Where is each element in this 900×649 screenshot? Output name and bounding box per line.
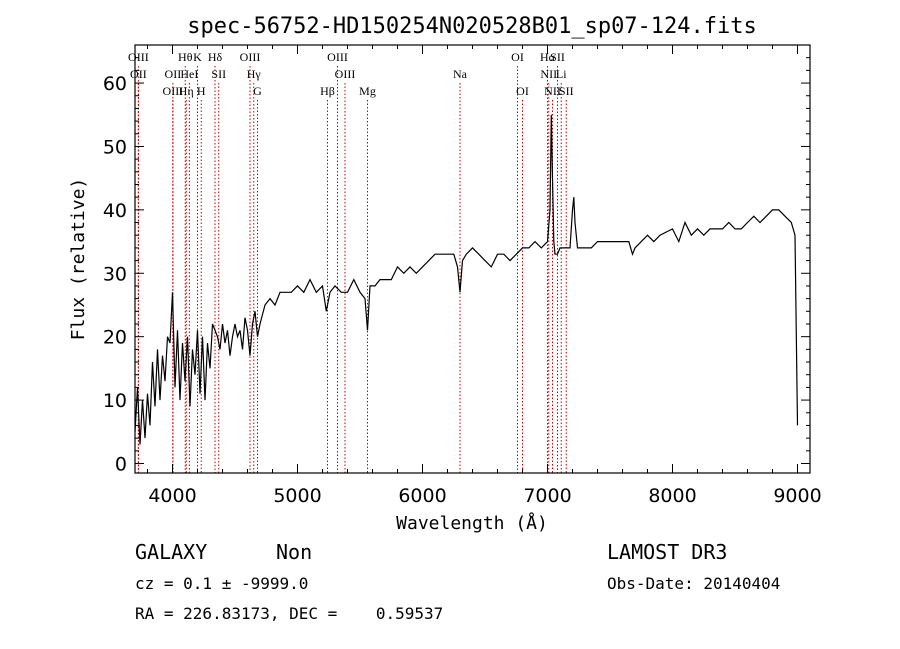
plot-frame	[134, 44, 811, 474]
y-tick-label: 30	[103, 263, 127, 285]
y-tick-label: 40	[103, 200, 127, 222]
line-marker-label: Na	[453, 67, 468, 81]
object-subclass: Non	[276, 540, 313, 564]
line-marker-label: SII	[550, 50, 565, 64]
line-marker-label: SII	[559, 84, 574, 98]
line-marker-label: Hβ	[320, 84, 335, 98]
line-marker-label: Hη	[179, 84, 194, 98]
flux-series-line	[134, 114, 799, 445]
line-marker-label: OI	[516, 84, 529, 98]
line-marker-label: SII	[211, 67, 226, 81]
line-marker-label: OI	[511, 50, 524, 64]
x-axis-label: Wavelength (Å)	[396, 512, 548, 534]
line-marker-label: OIII	[240, 50, 261, 64]
ra-dec: RA = 226.83173, DEC = 0.59537	[135, 604, 444, 623]
y-tick-label: 10	[103, 390, 127, 412]
line-marker-label: OII	[165, 67, 182, 81]
redshift-cz: cz = 0.1 ± -9999.0	[135, 574, 309, 593]
line-marker-label: HeI	[180, 67, 198, 81]
line-marker-label: K	[193, 50, 202, 64]
line-marker-label: G	[253, 84, 262, 98]
y-tick-label: 20	[103, 327, 127, 349]
x-tick-label: 7000	[523, 485, 571, 507]
y-axis: 0 10 20 30 40 50 60	[103, 57, 810, 475]
x-tick-label: 6000	[398, 485, 446, 507]
x-tick-label: 5000	[273, 485, 321, 507]
x-tick-label: 9000	[773, 485, 821, 507]
line-marker-label: OIII	[163, 84, 184, 98]
obs-date: Obs-Date: 20140404	[607, 574, 781, 593]
line-marker-label: OIII	[327, 50, 348, 64]
line-marker-label: Hγ	[247, 67, 262, 81]
x-tick-label: 8000	[648, 485, 696, 507]
y-tick-label: 0	[115, 453, 127, 475]
object-class: GALAXY	[135, 540, 208, 564]
line-marker-label: Hθ	[178, 50, 193, 64]
line-marker-label: Li	[556, 67, 567, 81]
line-marker-label: OIII	[128, 50, 149, 64]
y-axis-label: Flux (relative)	[68, 178, 89, 341]
line-marker-label: NII	[540, 67, 557, 81]
y-tick-label: 50	[103, 136, 127, 158]
chart-title: spec-56752-HD150254N020528B01_sp07-124.f…	[187, 14, 757, 39]
x-tick-label: 4000	[148, 485, 196, 507]
line-marker-label: NII	[544, 84, 561, 98]
x-axis: 4000 5000 6000 7000 8000 9000	[147, 45, 822, 507]
line-marker-label: H	[197, 84, 206, 98]
line-marker-label: Mg	[359, 84, 376, 98]
y-tick-label: 60	[103, 73, 127, 95]
line-marker-label: Hδ	[208, 50, 223, 64]
line-marker-label: Hα	[540, 50, 556, 64]
line-marker-label: OIII	[335, 67, 356, 81]
survey-name: LAMOST DR3	[607, 540, 728, 564]
